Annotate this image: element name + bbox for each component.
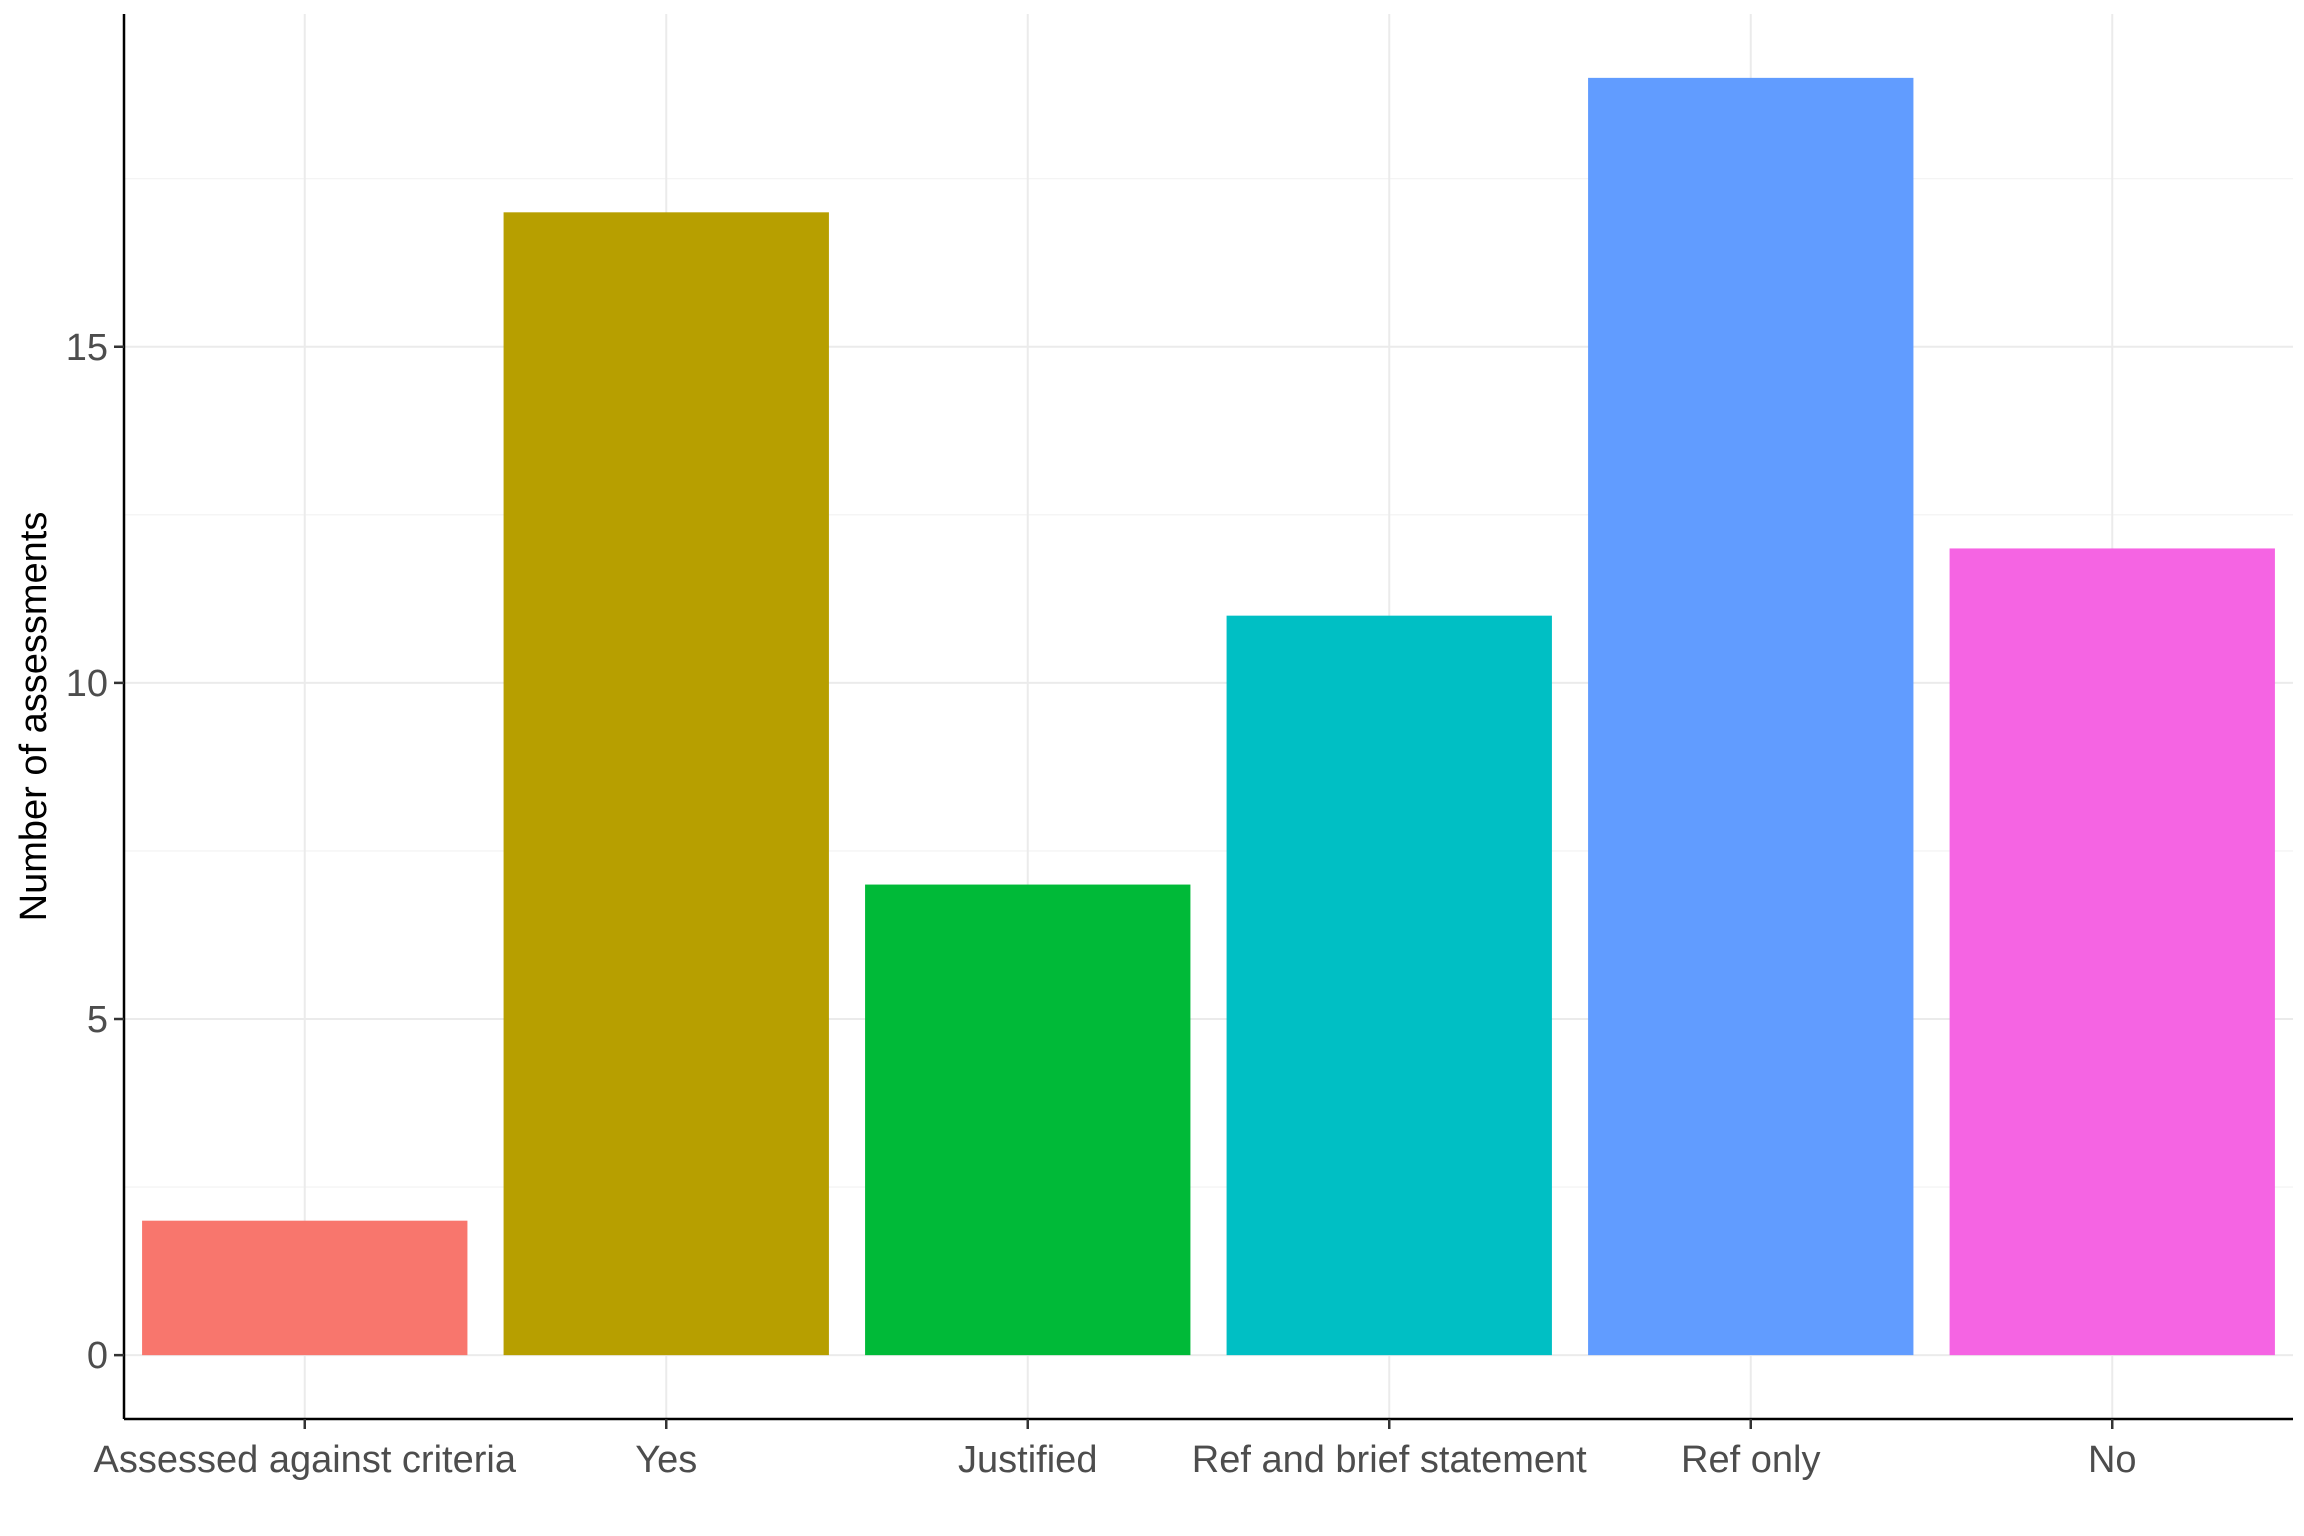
- bars: [142, 77, 2275, 1356]
- bar: [865, 884, 1191, 1356]
- bar: [1949, 548, 2275, 1356]
- bar: [142, 1220, 468, 1356]
- x-tick-label: Ref only: [1681, 1439, 1820, 1481]
- bar: [1226, 615, 1552, 1356]
- y-tick-label: 10: [66, 663, 108, 705]
- bar: [503, 212, 829, 1356]
- x-tick-label: Justified: [958, 1439, 1097, 1481]
- y-tick-label: 5: [87, 999, 108, 1041]
- x-tick-label: No: [2088, 1439, 2137, 1481]
- axes: [122, 14, 2293, 1421]
- y-tick-label: 15: [66, 327, 108, 369]
- x-tick-label: Assessed against criteria: [94, 1439, 517, 1481]
- y-tick-label: 0: [87, 1335, 108, 1377]
- y-axis-title: Number of assessments: [13, 512, 55, 922]
- x-tick-label: Ref and brief statement: [1192, 1439, 1587, 1481]
- bar: [1588, 77, 1914, 1356]
- x-tick-label: Yes: [635, 1439, 697, 1481]
- ticks: 0 5 10 15 Assessed against criteria Yes Justif…: [66, 327, 2137, 1481]
